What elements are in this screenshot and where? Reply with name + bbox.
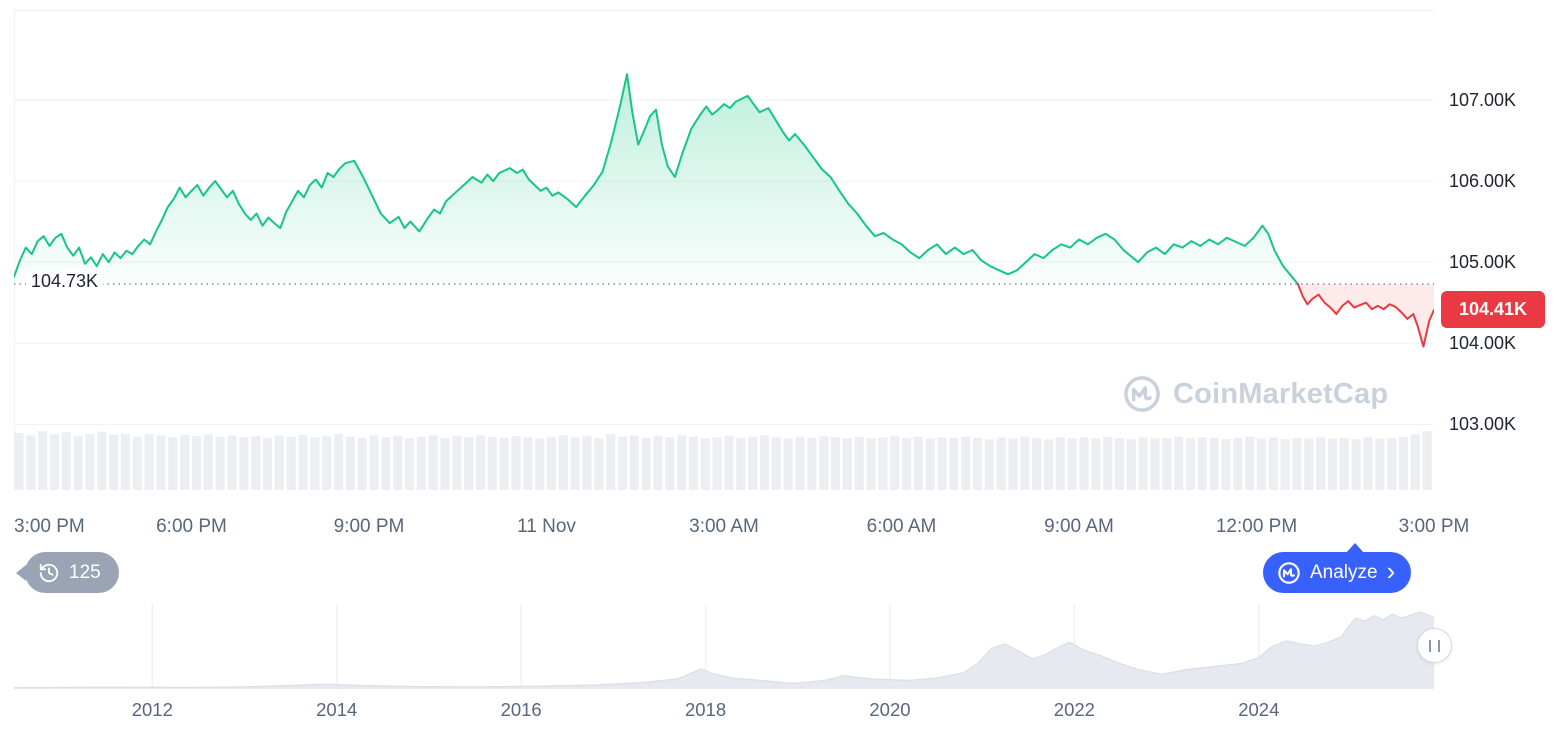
year-axis-label: 2014 (316, 699, 358, 720)
price-chart-svg[interactable] (14, 10, 1434, 490)
analyze-button-label: Analyze (1310, 561, 1378, 583)
chevron-right-icon: › (1386, 556, 1396, 586)
pause-handle-icon (1429, 639, 1440, 652)
time-axis-label: 6:00 PM (156, 516, 227, 537)
analyze-tooltip-arrow (1346, 543, 1364, 553)
year-axis-label: 2020 (869, 699, 911, 720)
time-axis-label: 11 Nov (517, 516, 576, 537)
history-area (14, 611, 1434, 689)
time-axis-label: 3:00 PM (1398, 516, 1470, 537)
year-axis-label: 2018 (684, 699, 727, 720)
time-axis-label: 6:00 AM (866, 516, 937, 537)
range-drag-handle[interactable] (1417, 628, 1452, 663)
year-gridlines (151, 604, 1260, 690)
year-axis-label: 2016 (500, 699, 542, 720)
history-count: 125 (69, 561, 101, 583)
coinmarketcap-watermark: CoinMarketCap (1122, 374, 1388, 414)
price-line-above-open (14, 73, 1299, 286)
time-axis-label: 3:00 AM (689, 516, 759, 537)
cmc-logo-icon (1277, 561, 1301, 585)
time-axis-label: 3:00 PM (14, 516, 85, 537)
price-axis-label: 107.00K (1449, 90, 1517, 110)
year-axis-label: 2024 (1238, 699, 1280, 720)
volume-bars (14, 431, 1432, 490)
history-count-badge[interactable]: 125 (25, 552, 119, 593)
price-line-below-open (1296, 283, 1434, 348)
time-axis-label: 9:00 AM (1044, 516, 1114, 537)
year-axis-label: 2012 (131, 699, 173, 720)
history-overview-chart[interactable] (14, 604, 1434, 690)
time-axis-label: 9:00 PM (333, 516, 405, 537)
price-axis-label: 105.00K (1449, 252, 1517, 273)
analyze-button[interactable]: Analyze › (1263, 543, 1412, 593)
watermark-text: CoinMarketCap (1173, 377, 1389, 410)
time-axis-label: 12:00 PM (1215, 516, 1298, 537)
history-clock-icon (38, 562, 60, 584)
year-axis-label: 2022 (1053, 699, 1095, 720)
price-axis-label: 103.00K (1449, 414, 1517, 435)
coinmarketcap-logo-icon (1122, 374, 1162, 414)
open-price-label: 104.73K (26, 270, 104, 293)
price-axis-label: 104.00K (1449, 333, 1517, 354)
price-axis-label: 106.00K (1449, 171, 1517, 192)
last-price-badge: 104.41K (1441, 291, 1545, 328)
